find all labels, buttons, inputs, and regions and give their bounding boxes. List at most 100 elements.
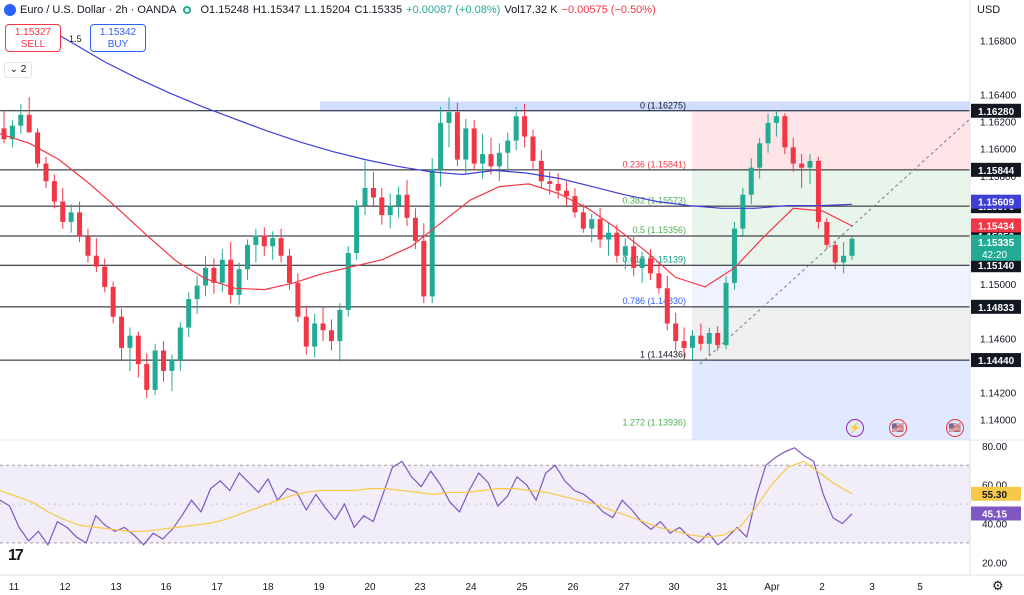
time-tick-8: 23 [414, 582, 426, 593]
fib-zone-0-236 [692, 111, 970, 171]
candle-body-40 [337, 309, 343, 342]
rsi-band [0, 465, 970, 543]
candle-body-36 [303, 316, 309, 347]
currency-label[interactable]: USD [977, 4, 1001, 16]
indicator-collapse-button[interactable]: ⌄ 2 [4, 62, 32, 78]
candle-body-85 [715, 332, 721, 346]
time-tick-16: 2 [819, 582, 825, 593]
volume-change: −0.00575 (−0.50%) [561, 4, 656, 16]
time-tick-11: 26 [567, 582, 579, 593]
candle-96 [807, 154, 813, 184]
tradingview-logo-icon[interactable]: 17 [8, 547, 24, 564]
candle-body-89 [748, 167, 754, 195]
price-tick-0: 1.16800 [980, 36, 1017, 47]
candle-56 [471, 120, 477, 171]
time-tick-2: 13 [110, 582, 122, 593]
candle-body-100 [841, 255, 847, 263]
candle-body-76 [639, 258, 645, 268]
fib-label-0: 0 (1.16275) [640, 100, 686, 110]
candle-body-101 [849, 238, 855, 256]
us-flag-icon[interactable]: 🇺🇸 [889, 419, 907, 437]
candle-body-22 [186, 299, 192, 328]
candle-body-81 [681, 341, 687, 348]
fib-label-5: 0.786 (1.14830) [622, 296, 686, 306]
candle-body-57 [480, 154, 486, 164]
candle-body-27 [228, 259, 234, 296]
price-tick-1: 1.16400 [980, 91, 1017, 102]
gear-icon[interactable]: ⚙ [992, 578, 1004, 593]
candle-92 [773, 110, 779, 137]
candle-body-21 [177, 327, 183, 361]
rsi-line [0, 447, 853, 547]
candle-9 [77, 201, 83, 243]
sell-button[interactable]: 1.15327 SELL [5, 24, 61, 52]
candle-body-73 [614, 232, 620, 256]
candle-82 [689, 330, 695, 361]
fib-zone-786-1 [692, 307, 970, 361]
candle-body-67 [564, 190, 570, 197]
candle-body-47 [396, 194, 402, 206]
indicator-count: 2 [20, 64, 27, 75]
candle-body-54 [454, 112, 460, 160]
candle-67 [564, 181, 570, 206]
candle-body-1 [9, 125, 15, 140]
candle-body-63 [530, 136, 536, 161]
price-tick-8: 1.14200 [980, 389, 1017, 400]
candle-body-45 [379, 197, 385, 216]
candle-37 [312, 314, 318, 358]
candle-42 [354, 200, 360, 260]
candle-body-6 [51, 181, 57, 202]
candle-90 [757, 137, 763, 179]
level-tag-6: 1.14440 [978, 356, 1015, 367]
candle-83 [698, 323, 704, 351]
price-tag-0: 1.15609 [978, 198, 1015, 209]
candle-58 [488, 137, 494, 175]
price-tick-7: 1.14600 [980, 334, 1017, 345]
symbol-title[interactable]: Euro / U.S. Dollar · 2h · OANDA [20, 4, 177, 16]
fib-label-1: 0.236 (1.15841) [622, 159, 686, 169]
candle-23 [194, 276, 200, 314]
level-tag-bg-4 [971, 258, 1021, 273]
candle-14 [119, 308, 125, 361]
time-tick-3: 16 [160, 582, 172, 593]
candle-27 [228, 242, 234, 304]
candle-66 [555, 173, 561, 199]
candle-body-87 [731, 228, 737, 283]
candle-15 [127, 327, 133, 371]
ma-fast-line [0, 133, 853, 291]
time-tick-12: 27 [618, 582, 630, 593]
candle-59 [496, 143, 502, 182]
us-flag-icon-2[interactable]: 🇺🇸 [946, 419, 964, 437]
candle-body-43 [362, 188, 368, 206]
candle-73 [614, 224, 620, 263]
candle-body-51 [429, 169, 435, 297]
candle-47 [396, 186, 402, 218]
candle-body-82 [689, 335, 695, 348]
symbol-header: Euro / U.S. Dollar · 2h · OANDA O1.15248… [0, 0, 656, 20]
candle-26 [219, 248, 225, 293]
candle-body-8 [68, 212, 74, 222]
buy-price: 1.15342 [99, 27, 137, 38]
economic-event-icon[interactable]: ⚡ [846, 419, 864, 437]
candle-39 [328, 319, 334, 351]
time-tick-1: 12 [59, 582, 71, 593]
candle-88 [740, 188, 746, 236]
buy-button[interactable]: 1.15342 BUY [90, 24, 146, 52]
candle-body-75 [631, 246, 637, 268]
candle-body-25 [211, 267, 217, 283]
time-tick-6: 19 [313, 582, 325, 593]
candle-body-65 [547, 181, 553, 184]
candle-body-13 [110, 286, 116, 317]
candle-2 [18, 104, 24, 134]
rsi-tick-1: 60.00 [982, 481, 1007, 492]
price-tag-bg-0 [971, 194, 1021, 209]
rsi-ma-line [0, 460, 853, 538]
price-tag-1: 1.15434 [978, 221, 1015, 232]
candle-body-2 [18, 114, 24, 126]
candle-body-70 [589, 219, 595, 229]
candle-11 [93, 238, 99, 272]
candle-19 [161, 341, 167, 382]
price-tick-6: 1.15000 [980, 280, 1017, 291]
candle-body-83 [698, 335, 704, 344]
